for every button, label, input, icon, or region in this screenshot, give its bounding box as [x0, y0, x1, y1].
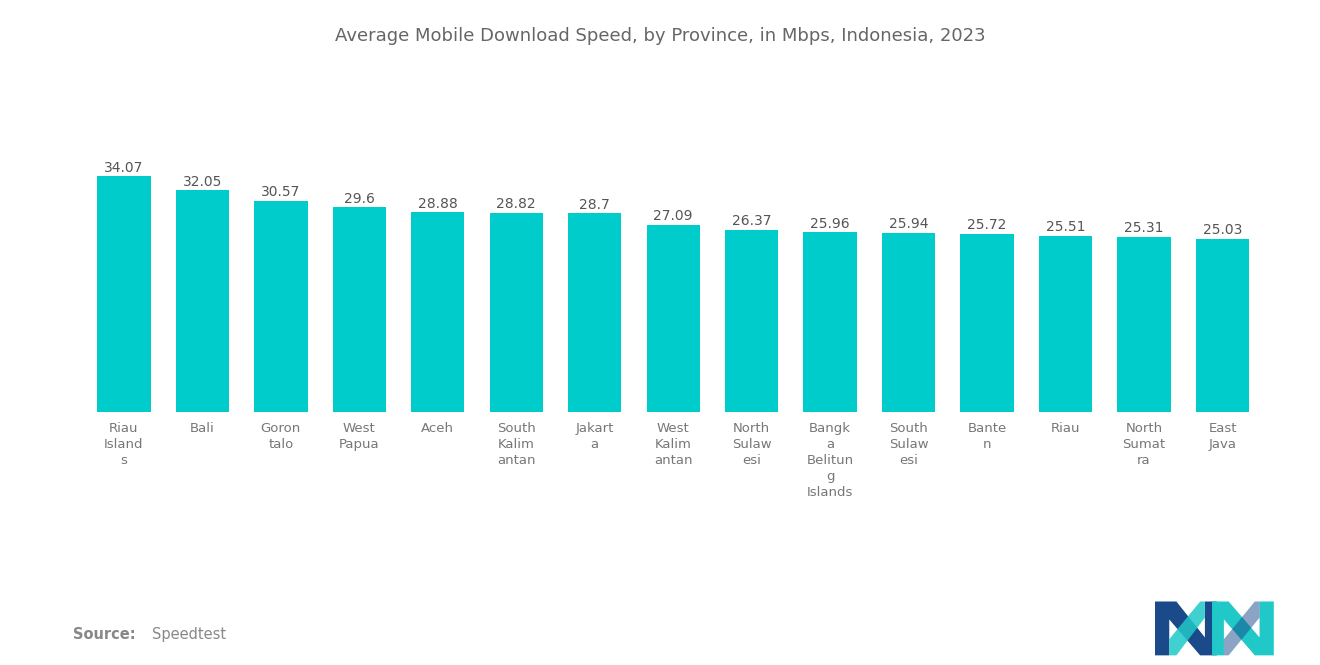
Bar	[411, 212, 465, 412]
Text: 25.94: 25.94	[888, 217, 928, 231]
Text: 28.82: 28.82	[496, 197, 536, 211]
Text: 30.57: 30.57	[261, 185, 301, 199]
Text: 25.96: 25.96	[810, 217, 850, 231]
Bar	[1039, 235, 1092, 412]
Text: Speedtest: Speedtest	[152, 626, 226, 642]
Text: 26.37: 26.37	[731, 214, 771, 228]
Bar	[1196, 239, 1249, 412]
Bar	[98, 176, 150, 412]
Text: Average Mobile Download Speed, by Province, in Mbps, Indonesia, 2023: Average Mobile Download Speed, by Provin…	[335, 27, 985, 45]
Bar	[568, 213, 622, 412]
Text: 32.05: 32.05	[182, 174, 222, 189]
Bar	[176, 190, 230, 412]
Bar	[804, 233, 857, 412]
Text: 25.31: 25.31	[1125, 221, 1164, 235]
Bar	[255, 201, 308, 412]
Bar	[1117, 237, 1171, 412]
Text: 28.88: 28.88	[418, 197, 458, 211]
Text: 28.7: 28.7	[579, 198, 610, 211]
Text: 27.09: 27.09	[653, 209, 693, 223]
Text: 25.51: 25.51	[1045, 220, 1085, 234]
Text: 25.03: 25.03	[1203, 223, 1242, 237]
Text: Source:: Source:	[73, 626, 135, 642]
Polygon shape	[1155, 601, 1217, 656]
Bar	[333, 207, 385, 412]
Bar	[725, 229, 779, 412]
Text: 34.07: 34.07	[104, 160, 144, 174]
Bar	[961, 234, 1014, 412]
Bar	[490, 213, 543, 412]
Polygon shape	[1212, 601, 1274, 656]
Polygon shape	[1170, 601, 1205, 656]
Polygon shape	[1224, 601, 1259, 656]
Text: 25.72: 25.72	[968, 218, 1007, 232]
Bar	[882, 233, 936, 412]
Text: 29.6: 29.6	[345, 192, 375, 205]
Bar	[647, 225, 700, 412]
